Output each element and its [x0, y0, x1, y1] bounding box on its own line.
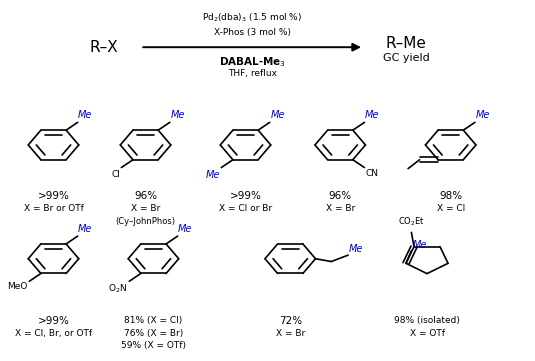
Text: Cl: Cl	[111, 170, 120, 179]
Text: >99%: >99%	[37, 316, 70, 326]
Text: X = Br: X = Br	[131, 204, 160, 213]
Text: DABAL-Me$_3$: DABAL-Me$_3$	[219, 55, 286, 69]
Text: Me: Me	[349, 244, 363, 255]
Text: Me: Me	[365, 110, 379, 120]
Text: Me: Me	[170, 110, 185, 120]
Text: THF, reflux: THF, reflux	[227, 69, 277, 78]
Text: 98% (isolated): 98% (isolated)	[394, 316, 460, 325]
Text: 72%: 72%	[279, 316, 302, 326]
Text: R–X: R–X	[89, 40, 118, 55]
Text: 96%: 96%	[328, 191, 352, 201]
Text: X = Cl: X = Cl	[437, 204, 465, 213]
Text: Me: Me	[78, 110, 93, 120]
Text: 59% (X = OTf): 59% (X = OTf)	[121, 341, 186, 350]
Text: CO$_2$Et: CO$_2$Et	[398, 216, 425, 228]
Text: CN: CN	[366, 169, 379, 178]
Text: >99%: >99%	[230, 191, 262, 201]
Text: X = OTf: X = OTf	[409, 329, 445, 338]
Text: Me: Me	[270, 110, 285, 120]
Text: X = Br: X = Br	[276, 329, 305, 338]
Text: 81% (X = Cl): 81% (X = Cl)	[124, 316, 182, 325]
Text: 76% (X = Br): 76% (X = Br)	[124, 329, 183, 338]
Text: X-Phos (3 mol %): X-Phos (3 mol %)	[213, 28, 291, 37]
Text: Me: Me	[476, 110, 490, 120]
Text: 98%: 98%	[439, 191, 462, 201]
Text: Me: Me	[206, 170, 220, 180]
Text: Me: Me	[178, 224, 193, 234]
Text: GC yield: GC yield	[383, 53, 430, 63]
Text: (Cy–JohnPhos): (Cy–JohnPhos)	[116, 217, 175, 226]
Text: X = Br: X = Br	[326, 204, 355, 213]
Text: R–Me: R–Me	[386, 36, 426, 51]
Text: X = Cl or Br: X = Cl or Br	[219, 204, 272, 213]
Text: X = Cl, Br, or OTf: X = Cl, Br, or OTf	[15, 329, 92, 338]
Text: O$_2$N: O$_2$N	[109, 282, 128, 295]
Text: Pd$_2$(dba)$_3$ (1.5 mol %): Pd$_2$(dba)$_3$ (1.5 mol %)	[202, 12, 302, 24]
Text: 96%: 96%	[134, 191, 157, 201]
Text: >99%: >99%	[37, 191, 70, 201]
Text: X = Br or OTf: X = Br or OTf	[24, 204, 83, 213]
Text: Me: Me	[78, 224, 93, 234]
Text: Me: Me	[412, 240, 427, 250]
Text: MeO: MeO	[7, 282, 28, 291]
